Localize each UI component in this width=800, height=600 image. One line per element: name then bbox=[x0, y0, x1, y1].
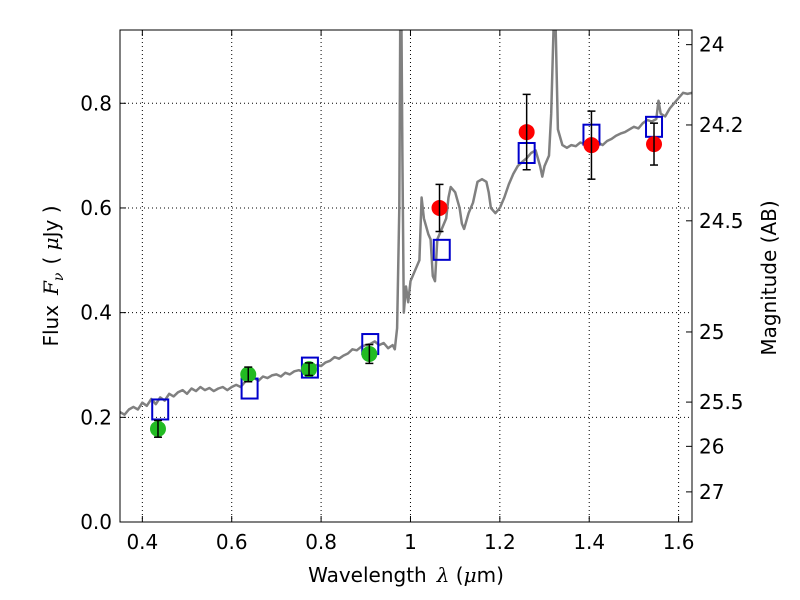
y-axis-label-unit-open: ( bbox=[39, 250, 63, 264]
y-tick-label: 0.2 bbox=[80, 405, 112, 429]
plot-frame bbox=[119, 29, 693, 523]
x-axis-label-text: Wavelength bbox=[308, 563, 427, 587]
x-axis-label-unit-mu: μ bbox=[464, 563, 477, 587]
y-axis-label-sub: ν bbox=[51, 272, 67, 281]
y-tick-label: 0.6 bbox=[80, 196, 112, 220]
magnitude-tick-label: 27 bbox=[699, 480, 724, 504]
y-tick-label: 0.4 bbox=[80, 301, 112, 325]
spectrum-line bbox=[120, 30, 692, 416]
y-axis-label-symbol: F bbox=[39, 280, 63, 296]
series-model-spectrum bbox=[120, 30, 692, 416]
series-model-photometry bbox=[151, 115, 664, 421]
grid bbox=[120, 30, 692, 523]
y-tick-label: 0.0 bbox=[80, 510, 112, 534]
y-axis-label-unit-rest: Jy ) bbox=[39, 205, 63, 239]
x-tick-label: 1.2 bbox=[484, 530, 516, 554]
x-axis-label: Wavelength λ (μm) bbox=[308, 563, 504, 587]
x-tick-label: 1 bbox=[404, 530, 417, 554]
y-axis-label: Flux Fν ( μJy ) bbox=[39, 205, 67, 346]
x-tick-label: 0.8 bbox=[305, 530, 337, 554]
magnitude-tick-label: 25 bbox=[699, 320, 724, 344]
axis-ticks: 0.4 0.6 0.8 1 1.2 1.4 1.6 0.0 0.2 0.4 0.6 0.8 24 24.2… bbox=[80, 30, 744, 554]
magnitude-tick-label: 26 bbox=[699, 434, 724, 458]
magnitude-axis-label: Magnitude (AB) bbox=[757, 200, 781, 355]
magnitude-tick-label: 24.5 bbox=[699, 209, 744, 233]
x-tick-label: 0.6 bbox=[216, 530, 248, 554]
series-optical-photometry bbox=[149, 343, 378, 438]
x-tick-label: 1.4 bbox=[573, 530, 605, 554]
magnitude-tick-label: 24 bbox=[699, 33, 724, 57]
x-axis-label-symbol: λ bbox=[436, 563, 450, 587]
plot-data bbox=[120, 30, 692, 438]
y-axis-label-unit-mu: μ bbox=[39, 237, 63, 250]
x-tick-label: 0.4 bbox=[126, 530, 158, 554]
x-axis-label-unit-open: ( bbox=[449, 563, 463, 587]
model-photometry-square bbox=[432, 238, 451, 261]
series-near-IR-photometry bbox=[431, 93, 663, 233]
y-tick-label: 0.8 bbox=[80, 91, 112, 115]
magnitude-tick-label: 25.5 bbox=[699, 390, 744, 414]
y-axis-label-text: Flux bbox=[39, 305, 63, 347]
x-axis-label-unit-rest: m) bbox=[477, 563, 504, 587]
model-photometry-square bbox=[151, 398, 170, 421]
magnitude-tick-label: 24.2 bbox=[699, 113, 744, 137]
x-tick-label: 1.6 bbox=[663, 530, 695, 554]
